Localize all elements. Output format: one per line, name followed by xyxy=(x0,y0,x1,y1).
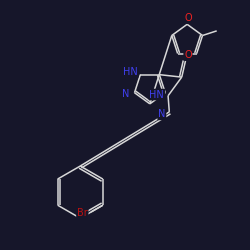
Text: O: O xyxy=(184,50,192,60)
Text: Br: Br xyxy=(77,208,88,218)
Text: N: N xyxy=(122,89,130,99)
Text: HN: HN xyxy=(123,67,138,77)
Text: N: N xyxy=(158,110,166,120)
Text: HN: HN xyxy=(150,90,164,100)
Text: O: O xyxy=(184,13,192,23)
